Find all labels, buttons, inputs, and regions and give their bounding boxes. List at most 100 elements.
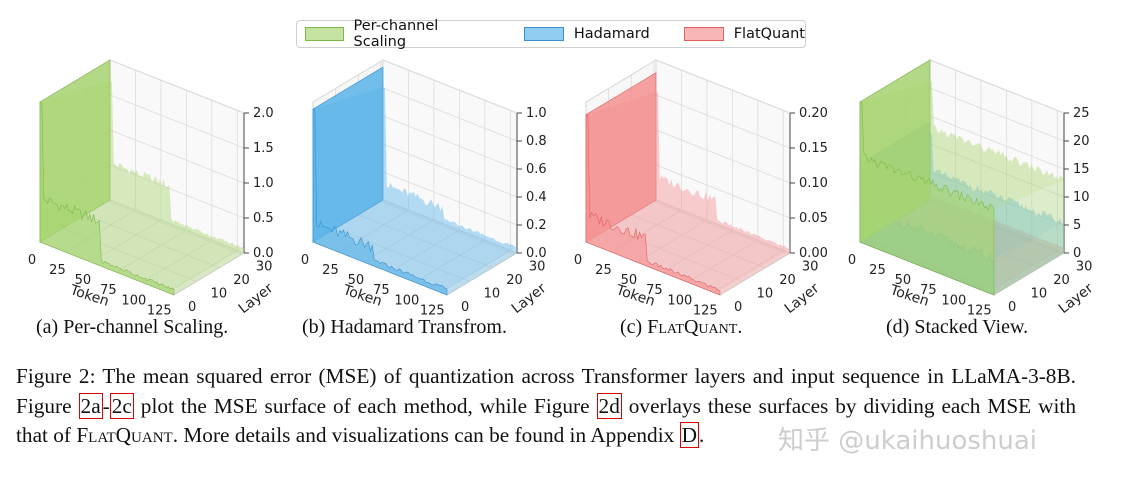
z-tick-label: 0.10 [799,176,828,191]
z-tick-label: 0.20 [799,106,828,121]
surface-side-per-channel-scaling [994,180,1064,295]
surface-front-per-channel-scaling [859,101,995,296]
x-tick-label: 125 [967,303,992,318]
z-tick-label: 0.2 [526,218,547,233]
y-tick-label: 30 [802,259,819,274]
x-tick-label: 25 [322,263,339,278]
figure-caption: Figure 2: The mean squared error (MSE) o… [16,362,1076,451]
subcaption-c-name: FlatQuant [647,316,738,338]
subcaption-c: (c) FlatQuant. [620,316,742,339]
x-tick-label: 50 [348,273,365,288]
x-gridline [662,90,733,273]
surface-front-per-channel-scaling [39,101,175,296]
legend-label-per-channel: Per-channel Scaling [353,18,439,50]
x-gridline [414,100,486,283]
surface-side-hadamard [447,247,517,295]
x-gridline [167,110,238,293]
legend-swatch-per-channel [305,27,344,41]
y-tick-label: 20 [506,273,523,288]
x-tick-label: 25 [869,263,886,278]
surface-front-flatquant [585,114,721,296]
x-gridline [713,110,784,293]
y-tick-label: 10 [757,286,774,301]
x-tick-label: 125 [693,303,718,318]
z-tick-label: 5 [1073,218,1081,233]
x-tick-label: 75 [920,283,937,298]
caption-dash: - [102,393,110,418]
legend-item-flatquant: FlatQuant [683,26,805,42]
x-gridline [987,110,1058,293]
z-tick-label: 0.0 [253,246,274,261]
legend-swatch-hadamard [523,27,564,41]
surface-side-flatquant [994,248,1064,295]
x-tick-label: 0 [848,253,856,268]
caption-ref-2c[interactable]: 2c [109,392,134,419]
x-tick-label: 75 [373,283,390,298]
panel-c: 0.00 0.05 0.10 0.15 0.20 0 25 50 75 100 125 0 10 20 30… [566,59,836,318]
z-tick-label: 20 [1073,134,1090,149]
x-gridline [90,80,162,263]
surface-top-per-channel-scaling [860,81,1064,210]
legend-item-per-channel: Per-channel Scaling [305,18,490,50]
x-tick-label: 100 [941,293,966,308]
z-tick-label: 10 [1073,190,1090,205]
y-tick-label: 0 [1008,300,1016,315]
z-tick-label: 15 [1073,162,1090,177]
chart-legend: Per-channel Scaling Hadamard FlatQuant [296,18,806,50]
y-tick-label: 10 [484,286,501,301]
x-tick-label: 100 [667,293,692,308]
x-gridline [141,100,213,283]
x-tick-label: 0 [301,253,309,268]
surface-front-hadamard [312,108,448,296]
legend-label-hadamard: Hadamard [573,26,650,42]
subcaption-a: (a) Per-channel Scaling. [36,316,229,338]
caption-text-3: overlays these surfaces by dividing each… [16,393,1076,448]
z-tick-label: 2.0 [253,106,274,121]
z-tick-label: 1.5 [253,141,274,156]
x-tick-label: 125 [420,303,445,318]
subcaption-d: (d) Stacked View. [886,316,1029,338]
surface-side-hadamard [994,222,1064,295]
subcaption-c-suffix: . [737,316,743,338]
z-tick-label: 0.6 [526,162,547,177]
x-gridline [687,100,759,283]
y-tick-label: 0 [734,300,742,315]
x-tick-label: 50 [895,273,912,288]
z-tick-label: 0.0 [526,246,547,261]
x-gridline [116,90,187,273]
subcaption-b: (b) Hadamard Transfrom. [302,316,507,338]
x-tick-label: 100 [121,293,146,308]
y-tick-label: 0 [188,300,196,315]
y-tick-label: 10 [211,286,228,301]
caption-ref-appendix-d[interactable]: D [679,422,699,448]
x-tick-label: 0 [574,253,582,268]
caption-text-4: . More details and visualizations can be… [172,423,680,447]
caption-text-5: . [698,423,705,447]
z-tick-label: 1.0 [526,106,547,121]
z-tick-label: 0.15 [799,141,828,156]
x-tick-label: 50 [75,273,92,288]
x-gridline [440,110,511,293]
panel-a: 0.0 0.5 1.0 1.5 2.0 0 25 50 75 100 125 0 10 20 30 Token… [20,59,290,318]
y-tick-label: 30 [529,259,546,274]
surface-top-flatquant [586,91,790,291]
x-tick-label: 25 [595,263,612,278]
z-tick-label: 0 [1073,246,1081,261]
x-tick-label: 100 [394,293,419,308]
y-tick-label: 20 [233,273,250,288]
z-tick-label: 0.05 [799,211,828,226]
panel-d: 0 5 10 15 20 25 0 25 50 75 100 125 0 10 20 30 Token Layer [840,59,1110,318]
caption-flatquant: FlatQuant [76,423,173,447]
y-tick-label: 20 [779,273,796,288]
x-tick-label: 0 [28,253,36,268]
caption-ref-2a[interactable]: 2a [78,392,103,419]
caption-ref-2d[interactable]: 2d [596,392,622,419]
y-tick-label: 10 [1031,286,1048,301]
y-tick-label: 0 [461,300,469,315]
x-tick-label: 75 [646,283,663,298]
x-gridline [363,80,435,263]
x-gridline [338,70,409,253]
